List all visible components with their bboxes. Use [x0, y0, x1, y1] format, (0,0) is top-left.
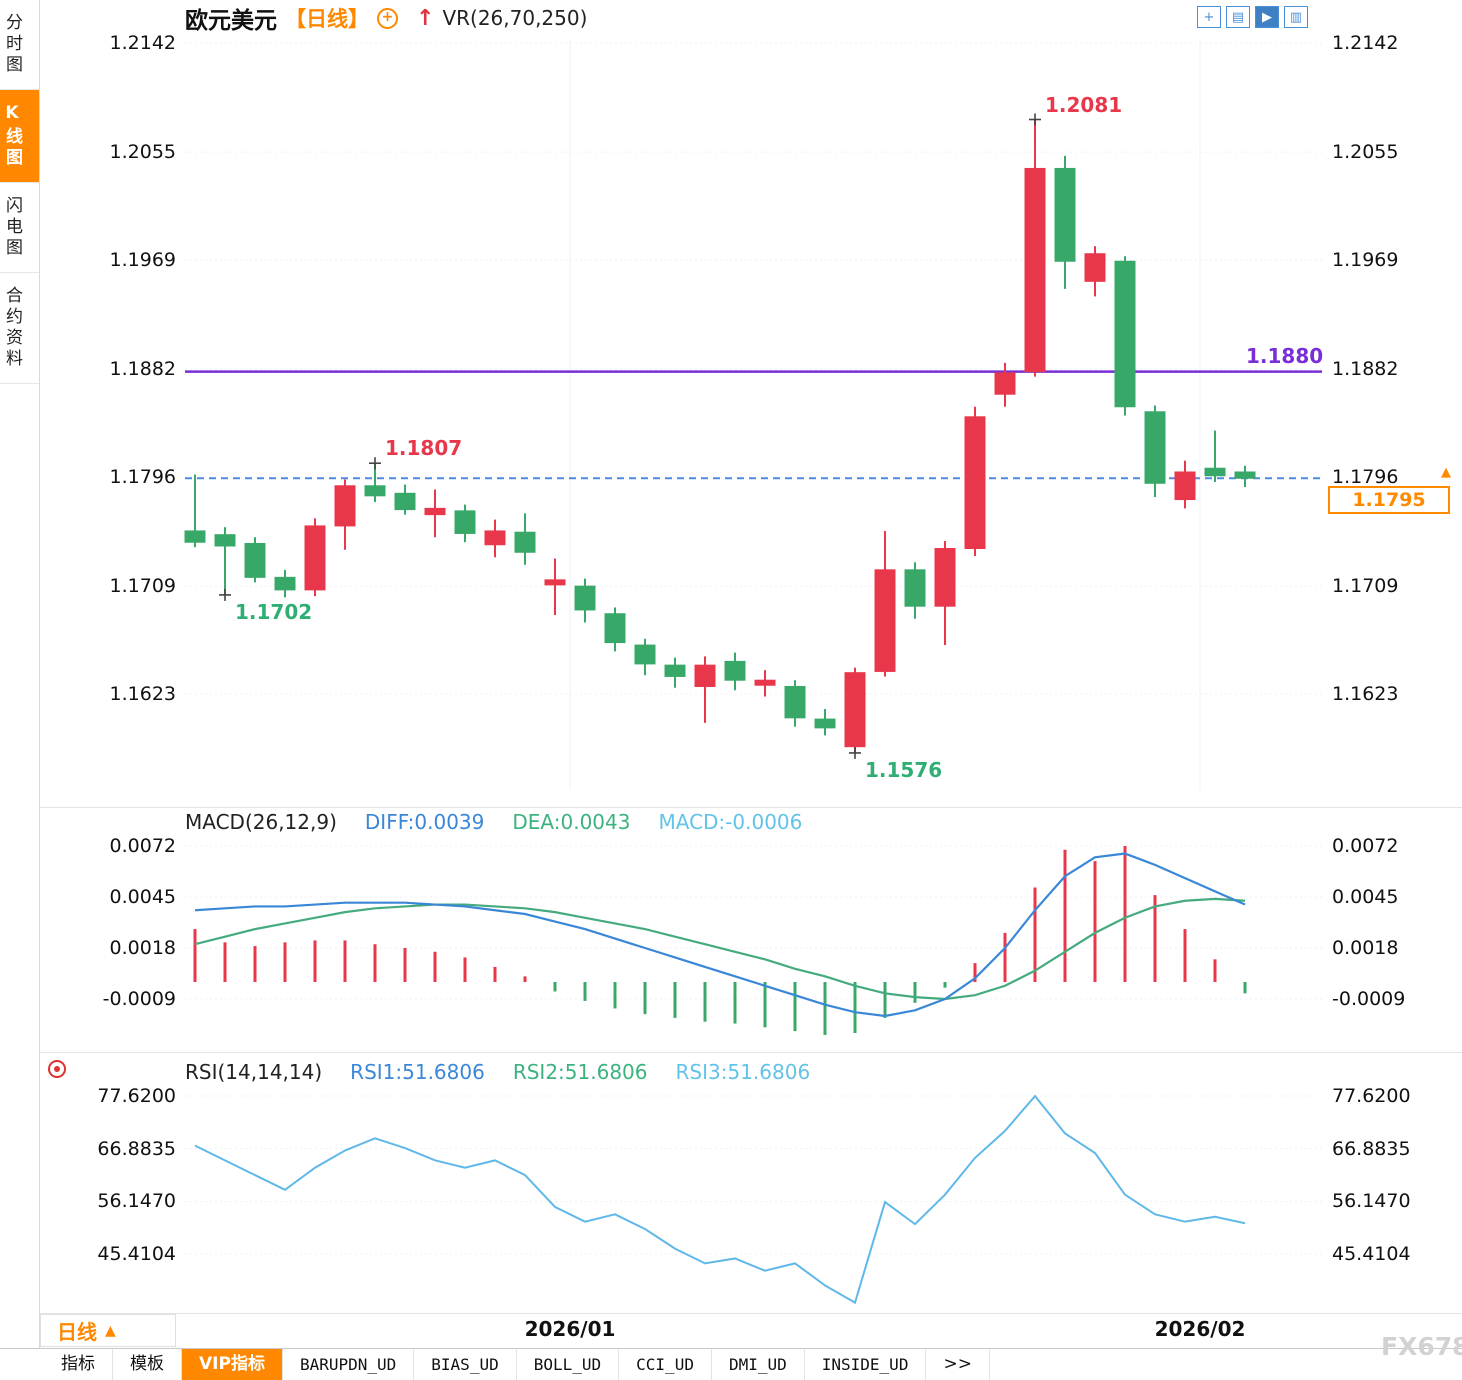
up-arrow-icon: ↑	[416, 5, 435, 31]
bottom-tab-8[interactable]: DMI_UD	[712, 1349, 805, 1380]
x-axis-label: 2026/01	[524, 1317, 616, 1341]
rsi3-value: RSI3:51.6806	[675, 1060, 811, 1084]
macd-panel-header: MACD(26,12,9) DIFF:0.0039 DEA:0.0043 MAC…	[185, 810, 802, 834]
macd-dea-value: DEA:0.0043	[512, 810, 631, 834]
rsi1-value: RSI1:51.6806	[350, 1060, 485, 1084]
price-marker-icon: ▲	[1441, 465, 1451, 481]
vr-indicator-label: VR(26,70,250)	[442, 6, 588, 30]
sidebar-item-4[interactable]: 合约资料	[0, 273, 39, 384]
sidebar-item-3[interactable]: 闪电图	[0, 183, 39, 273]
bottom-tab-7[interactable]: CCI_UD	[619, 1349, 712, 1380]
indicator-settings-icon[interactable]	[48, 1060, 66, 1078]
rsi-title: RSI(14,14,14)	[185, 1060, 323, 1084]
chart-style-line-icon[interactable]: ▶	[1255, 6, 1279, 28]
add-indicator-icon[interactable]: +	[377, 7, 398, 29]
symbol-title: 欧元美元	[185, 8, 277, 34]
rsi-panel-header: RSI(14,14,14) RSI1:51.6806 RSI2:51.6806 …	[185, 1060, 810, 1084]
bottom-tab-2[interactable]: 模板	[113, 1349, 182, 1380]
macd-macd-value: MACD:-0.0006	[658, 810, 803, 834]
bottom-tab-9[interactable]: INSIDE_UD	[805, 1349, 927, 1380]
pane-split-icon[interactable]: +	[1197, 6, 1221, 28]
rsi-chart[interactable]	[40, 1090, 1462, 1318]
watermark: FX678	[1381, 1332, 1462, 1361]
chevron-up-icon: ▲	[105, 1322, 116, 1339]
bottom-tab-5[interactable]: BIAS_UD	[414, 1349, 517, 1380]
chart-style-bar-icon[interactable]: ▤	[1226, 6, 1250, 28]
period-selector[interactable]: 日线 ▲	[40, 1314, 176, 1347]
chart-toolbar: + ▤ ▶ ▥	[1197, 6, 1308, 28]
macd-chart[interactable]	[40, 840, 1462, 1048]
support-line-label: 1.1880	[1246, 343, 1324, 368]
bottom-tab-3[interactable]: VIP指标	[182, 1349, 283, 1380]
panel-divider	[40, 1052, 1462, 1053]
indicator-tab-bar: 指标 模板 VIP指标 BARUPDN_UD BIAS_UD BOLL_UD CCI_UD D…	[0, 1348, 1462, 1380]
bottom-tab-4[interactable]: BARUPDN_UD	[283, 1349, 415, 1380]
sidebar-item-1[interactable]: 分时图	[0, 0, 39, 90]
period-tag[interactable]: 【日线】	[285, 7, 369, 31]
left-sidebar: 分时图 K线图 闪电图 合约资料	[0, 0, 40, 1348]
chart-header: 欧元美元 【日线】 + ↑ VR(26,70,250)	[185, 3, 588, 35]
candlestick-chart[interactable]	[40, 30, 1462, 808]
sidebar-item-2[interactable]: K线图	[0, 90, 39, 183]
period-selector-label: 日线	[57, 1320, 97, 1344]
x-axis-label: 2026/02	[1154, 1317, 1246, 1341]
rsi2-value: RSI2:51.6806	[512, 1060, 648, 1084]
current-price-tag: 1.1795	[1328, 486, 1450, 515]
bottom-tab-10[interactable]: >>	[926, 1349, 990, 1380]
bottom-tab-6[interactable]: BOLL_UD	[517, 1349, 620, 1380]
bottom-tab-1[interactable]: 指标	[44, 1349, 113, 1380]
panel-divider	[40, 807, 1462, 808]
macd-title: MACD(26,12,9)	[185, 810, 337, 834]
chart-style-candle-icon[interactable]: ▥	[1284, 6, 1308, 28]
macd-diff-value: DIFF:0.0039	[364, 810, 485, 834]
panel-divider	[40, 1313, 1462, 1314]
